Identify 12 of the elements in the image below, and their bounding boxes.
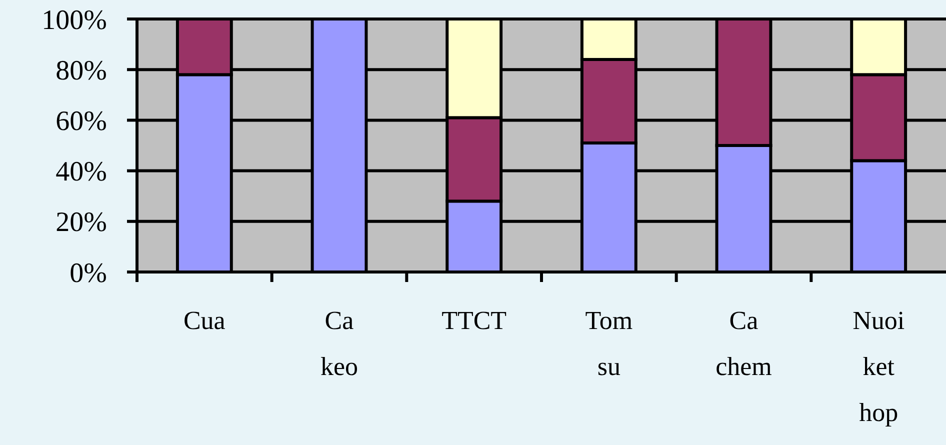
y-tick-label: 0%: [70, 258, 107, 289]
x-tick-label: Nuoi ket hop: [852, 306, 905, 427]
y-tick-label: 80%: [56, 55, 107, 86]
x-tick-label: TTCT: [442, 306, 507, 335]
y-tick-label: 20%: [56, 207, 107, 238]
x-tick-label: Tom su: [585, 306, 633, 381]
x-tick-label: Ca chem: [716, 306, 772, 381]
y-tick-label: 100%: [42, 4, 107, 36]
x-tick-label: Ca keo: [320, 306, 358, 381]
y-tick-label: 40%: [56, 156, 107, 188]
x-tick-label: Cua: [183, 306, 226, 335]
y-tick-label: 60%: [56, 106, 107, 137]
